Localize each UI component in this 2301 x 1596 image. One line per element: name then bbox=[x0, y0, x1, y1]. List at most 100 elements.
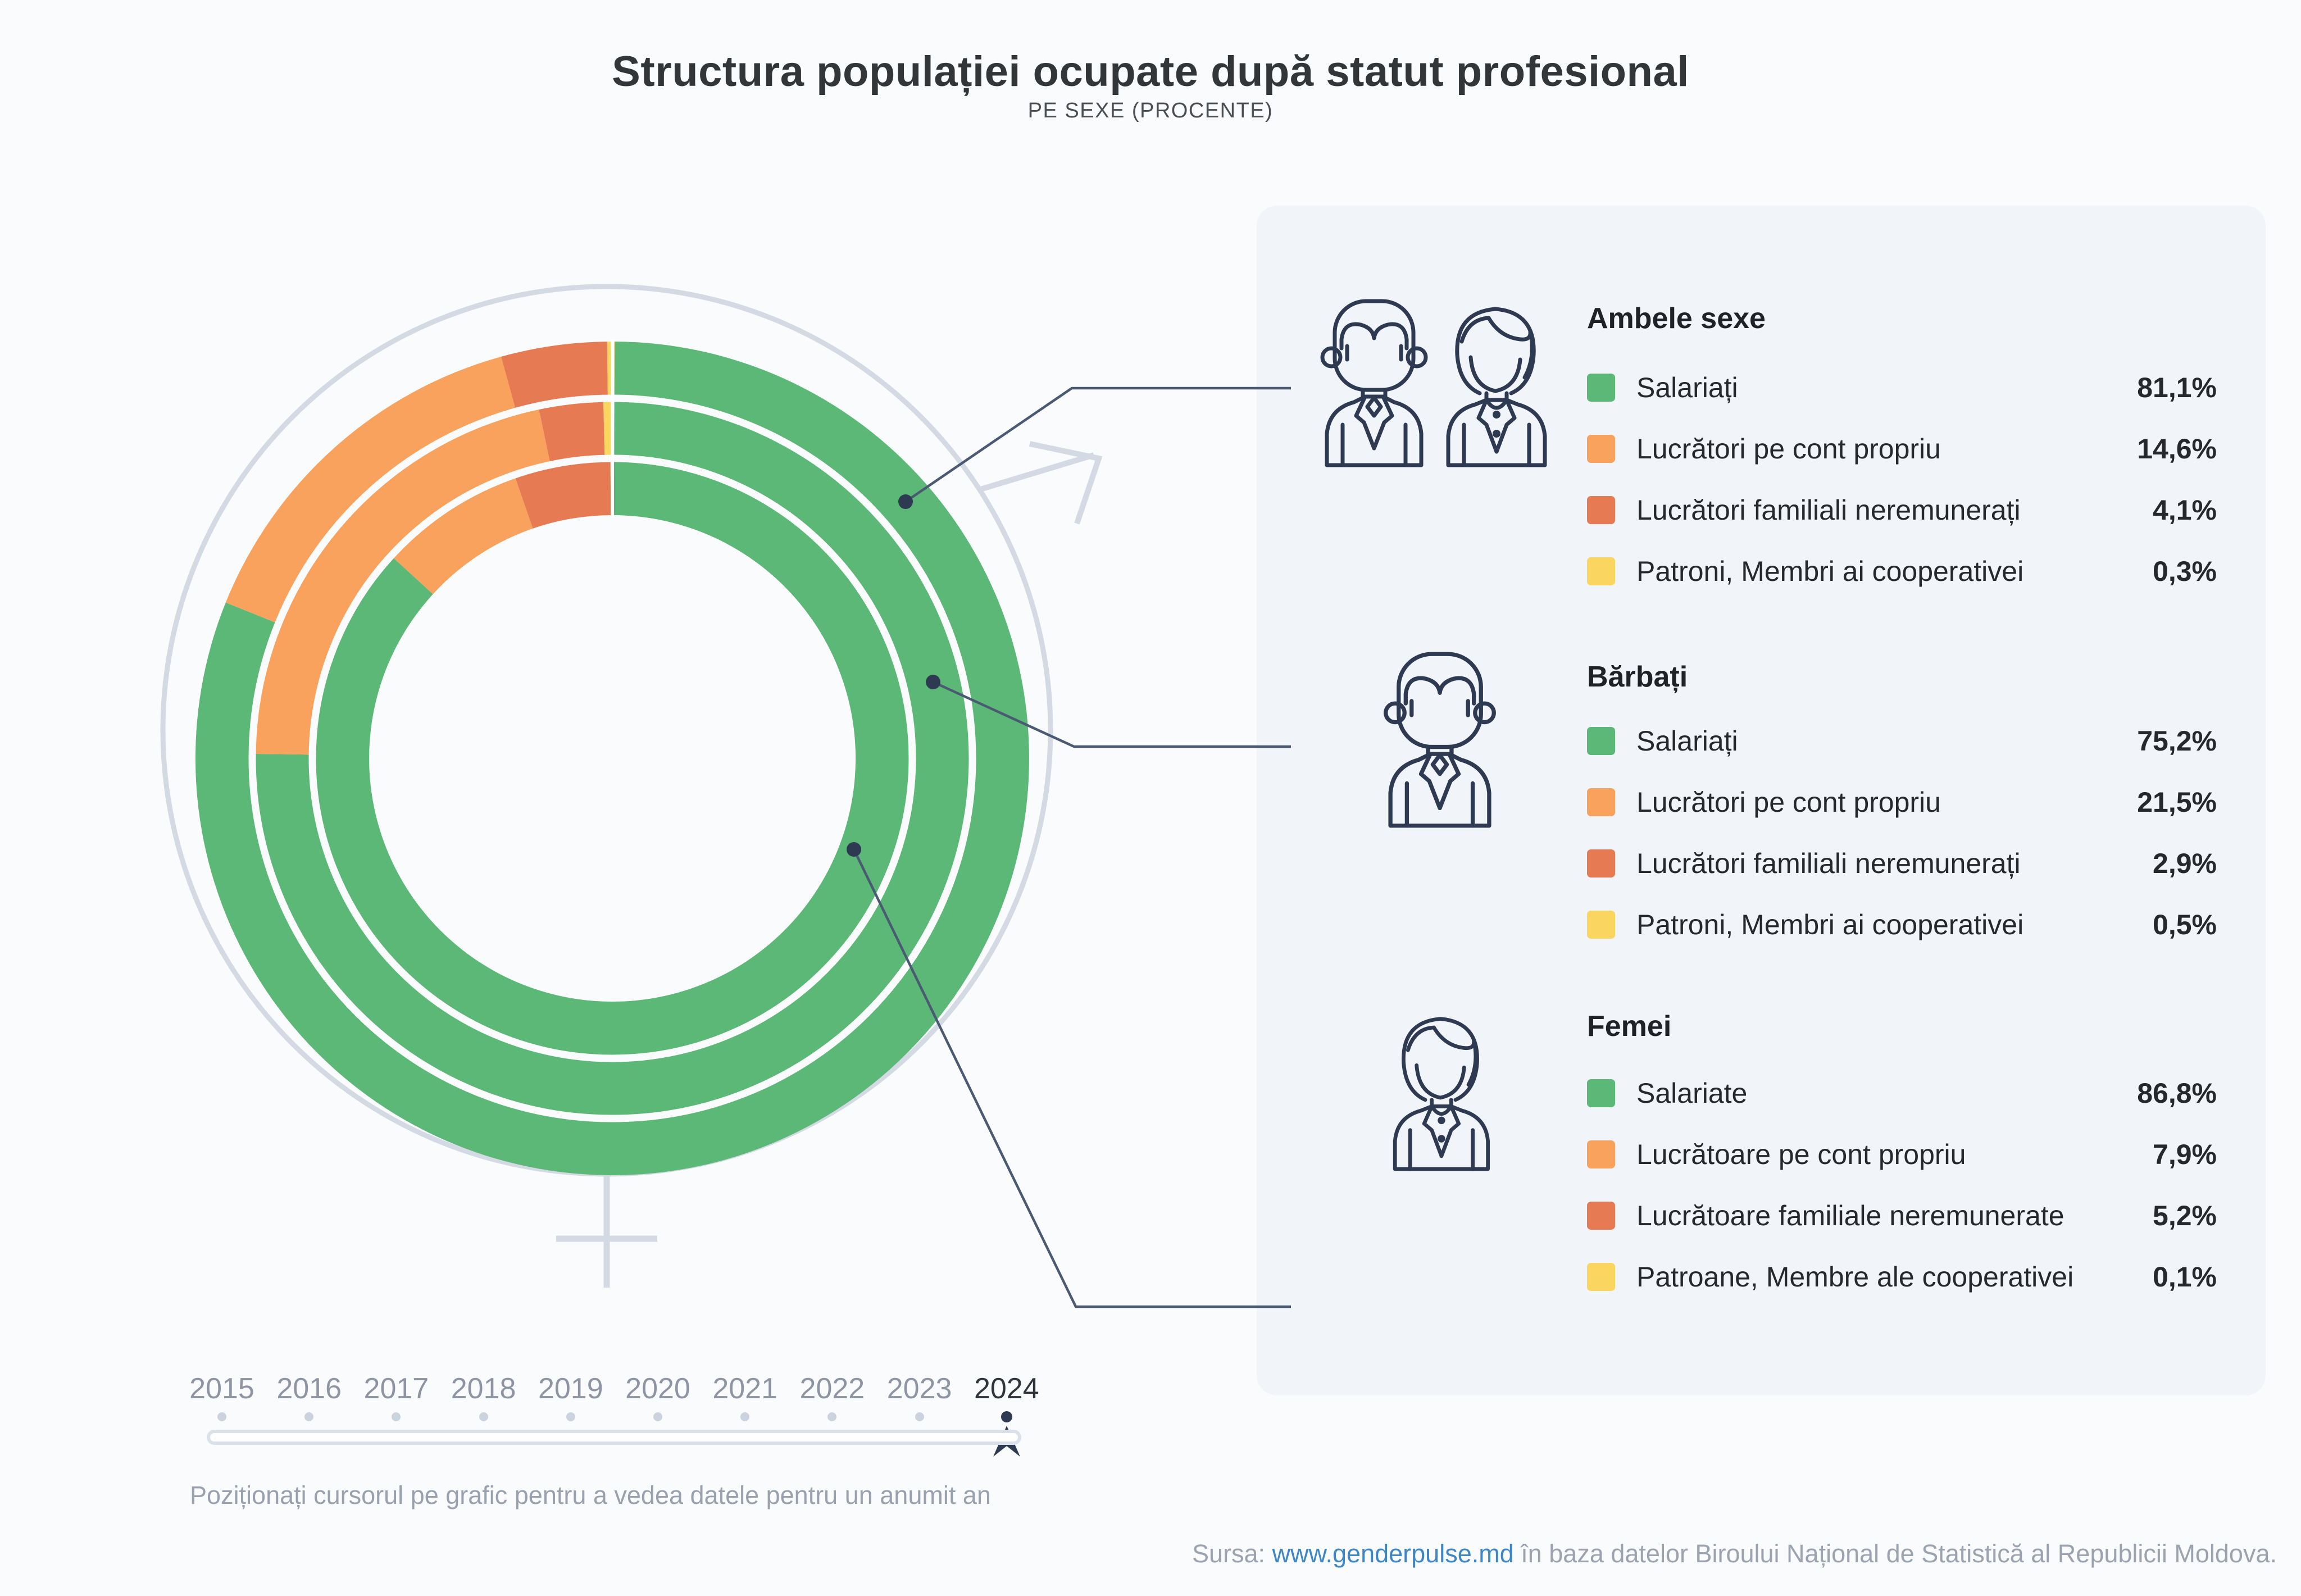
timeline-year-2016[interactable]: 2016 bbox=[276, 1372, 342, 1405]
legend-label: Lucrători pe cont propriu bbox=[1636, 786, 1941, 818]
swatch-familiale bbox=[1587, 1201, 1615, 1230]
timeline-dot-2017[interactable] bbox=[392, 1412, 401, 1421]
legend-row: Patroni, Membri ai cooperativei 0,3% bbox=[1587, 540, 2217, 602]
source-link[interactable]: www.genderpulse.md bbox=[1272, 1539, 1514, 1568]
legend-label: Lucrători familiali neremunerați bbox=[1636, 847, 2021, 879]
segment-Ambele sexe-Patroni, Membri ai cooperativei[interactable] bbox=[607, 341, 615, 395]
legend-label: Lucrătoare familiale neremunerate bbox=[1636, 1199, 2064, 1231]
legend-label: Salariați bbox=[1636, 371, 1738, 403]
segment-Femei-Patroni, Membri ai cooperativei[interactable] bbox=[610, 461, 612, 515]
source-line: Sursa: www.genderpulse.md în baza datelo… bbox=[1192, 1539, 2277, 1568]
legend-row: Lucrători pe cont propriu 21,5% bbox=[1587, 771, 2217, 833]
segment-Ambele sexe-Lucrători pe cont propriu[interactable] bbox=[225, 356, 516, 622]
swatch-patroane bbox=[1587, 1262, 1615, 1291]
timeline-dot-2019[interactable] bbox=[566, 1412, 575, 1421]
timeline-dot-2015[interactable] bbox=[217, 1412, 226, 1421]
legend-value: 0,1% bbox=[2153, 1261, 2217, 1293]
segment-Bărbați-Lucrători familiali neremunerați[interactable] bbox=[539, 402, 605, 462]
connector-ambele-sexe bbox=[904, 387, 1291, 503]
swatch-cont-propriu bbox=[1587, 1140, 1615, 1168]
legend-heading-femei: Femei bbox=[1587, 1010, 1672, 1043]
timeline-year-2022[interactable]: 2022 bbox=[799, 1372, 865, 1405]
legend-row: Lucrătoare pe cont propriu 7,9% bbox=[1587, 1124, 2217, 1185]
swatch-salariati bbox=[1587, 726, 1615, 755]
segment-Femei-Lucrători familiali neremunerați[interactable] bbox=[515, 462, 611, 529]
segment-Femei-Salariați[interactable] bbox=[315, 462, 909, 1055]
timeline-track[interactable] bbox=[207, 1430, 1021, 1445]
legend-value: 0,5% bbox=[2153, 908, 2217, 940]
legend-heading-ambele-sexe: Ambele sexe bbox=[1587, 302, 1766, 335]
page-subtitle: PE SEXE (PROCENTE) bbox=[1027, 99, 1274, 122]
legend-value: 0,3% bbox=[2153, 555, 2217, 587]
timeline-dot-2020[interactable] bbox=[653, 1412, 662, 1421]
legend-value: 14,6% bbox=[2137, 433, 2217, 465]
timeline-dot-2016[interactable] bbox=[304, 1412, 314, 1421]
connector-dots bbox=[847, 494, 940, 857]
connector-femei bbox=[852, 849, 1291, 1308]
swatch-patroni bbox=[1587, 557, 1615, 585]
timeline-year-2018[interactable]: 2018 bbox=[451, 1372, 516, 1405]
female-cross-icon bbox=[556, 1175, 657, 1288]
gender-circle-icon bbox=[160, 284, 1053, 1177]
legend-value: 5,2% bbox=[2153, 1199, 2217, 1231]
timeline-year-2015[interactable]: 2015 bbox=[189, 1372, 254, 1405]
legend-label: Lucrători pe cont propriu bbox=[1636, 433, 1941, 465]
legend-rows-barbati: Salariați 75,2% Lucrători pe cont propri… bbox=[1587, 710, 2217, 955]
legend-value: 2,9% bbox=[2153, 847, 2217, 879]
legend-row: Lucrători pe cont propriu 14,6% bbox=[1587, 418, 2217, 479]
segment-Bărbați-Patroni, Membri ai cooperativei[interactable] bbox=[603, 401, 615, 456]
legend-value: 7,9% bbox=[2153, 1138, 2217, 1170]
page-title: Structura populației ocupate după statut… bbox=[612, 48, 1689, 96]
swatch-salariati bbox=[1587, 373, 1615, 402]
segment-Bărbați-Salariați[interactable] bbox=[256, 402, 970, 1115]
source-suffix: în baza datelor Biroului Național de Sta… bbox=[1513, 1539, 2277, 1568]
timeline-instruction: Poziționați cursorul pe grafic pentru a … bbox=[190, 1481, 991, 1509]
swatch-salariate bbox=[1587, 1079, 1615, 1107]
legend-value: 81,1% bbox=[2137, 371, 2217, 403]
timeline-dot-2021[interactable] bbox=[740, 1412, 750, 1421]
legend-label: Lucrători familiali neremunerați bbox=[1636, 494, 2021, 526]
legend-label: Patroni, Membri ai cooperativei bbox=[1636, 908, 2024, 940]
legend-rows-femei: Salariate 86,8% Lucrătoare pe cont propr… bbox=[1587, 1062, 2217, 1307]
swatch-familiali bbox=[1587, 849, 1615, 877]
segment-Bărbați-Lucrători pe cont propriu[interactable] bbox=[256, 409, 550, 755]
legend-row: Salariați 81,1% bbox=[1587, 357, 2217, 418]
timeline-year-2021[interactable]: 2021 bbox=[712, 1372, 778, 1405]
timeline-year-2017[interactable]: 2017 bbox=[363, 1372, 429, 1405]
swatch-familiali bbox=[1587, 495, 1615, 524]
connector-lines bbox=[852, 387, 1291, 1308]
legend-label: Salariate bbox=[1636, 1077, 1748, 1109]
timeline-dot-2018[interactable] bbox=[479, 1412, 488, 1421]
legend-label: Lucrătoare pe cont propriu bbox=[1636, 1138, 1966, 1170]
gender-symbol-icon bbox=[160, 284, 1103, 1288]
segment-Ambele sexe-Lucrători familiali neremunerați[interactable] bbox=[501, 342, 608, 408]
timeline-dot-2022[interactable] bbox=[827, 1412, 837, 1421]
segment-Ambele sexe-Salariați[interactable] bbox=[195, 342, 1029, 1175]
timeline-year-2019[interactable]: 2019 bbox=[538, 1372, 603, 1405]
segment-Femei-Lucrători pe cont propriu[interactable] bbox=[393, 478, 533, 594]
legend-row: Salariate 86,8% bbox=[1587, 1062, 2217, 1124]
legend-row: Lucrătoare familiale neremunerate 5,2% bbox=[1587, 1185, 2217, 1246]
legend-row: Patroni, Membri ai cooperativei 0,5% bbox=[1587, 894, 2217, 955]
legend-value: 4,1% bbox=[2153, 494, 2217, 526]
timeline-year-2024[interactable]: 2024 bbox=[974, 1372, 1039, 1405]
swatch-patroni bbox=[1587, 910, 1615, 939]
timeline-dot-2023[interactable] bbox=[915, 1412, 924, 1421]
donut-rings[interactable] bbox=[195, 341, 1029, 1175]
male-arrow-icon bbox=[977, 441, 1103, 525]
legend-rows-ambele-sexe: Salariați 81,1% Lucrători pe cont propri… bbox=[1587, 357, 2217, 602]
legend-value: 21,5% bbox=[2137, 786, 2217, 818]
swatch-cont-propriu bbox=[1587, 788, 1615, 816]
swatch-cont-propriu bbox=[1587, 434, 1615, 463]
timeline-dot-2024[interactable] bbox=[1001, 1411, 1012, 1422]
legend-row: Lucrători familiali neremunerați 4,1% bbox=[1587, 479, 2217, 540]
timeline-year-2023[interactable]: 2023 bbox=[886, 1372, 952, 1405]
legend-label: Patroni, Membri ai cooperativei bbox=[1636, 555, 2024, 587]
legend-heading-barbati: Bărbați bbox=[1587, 661, 1688, 693]
timeline-year-2020[interactable]: 2020 bbox=[625, 1372, 690, 1405]
connector-barbati bbox=[933, 680, 1291, 748]
source-prefix: Sursa: bbox=[1192, 1539, 1272, 1568]
legend-label: Patroane, Membre ale cooperativei bbox=[1636, 1261, 2074, 1293]
legend-row: Patroane, Membre ale cooperativei 0,1% bbox=[1587, 1246, 2217, 1307]
legend-row: Lucrători familiali neremunerați 2,9% bbox=[1587, 833, 2217, 894]
